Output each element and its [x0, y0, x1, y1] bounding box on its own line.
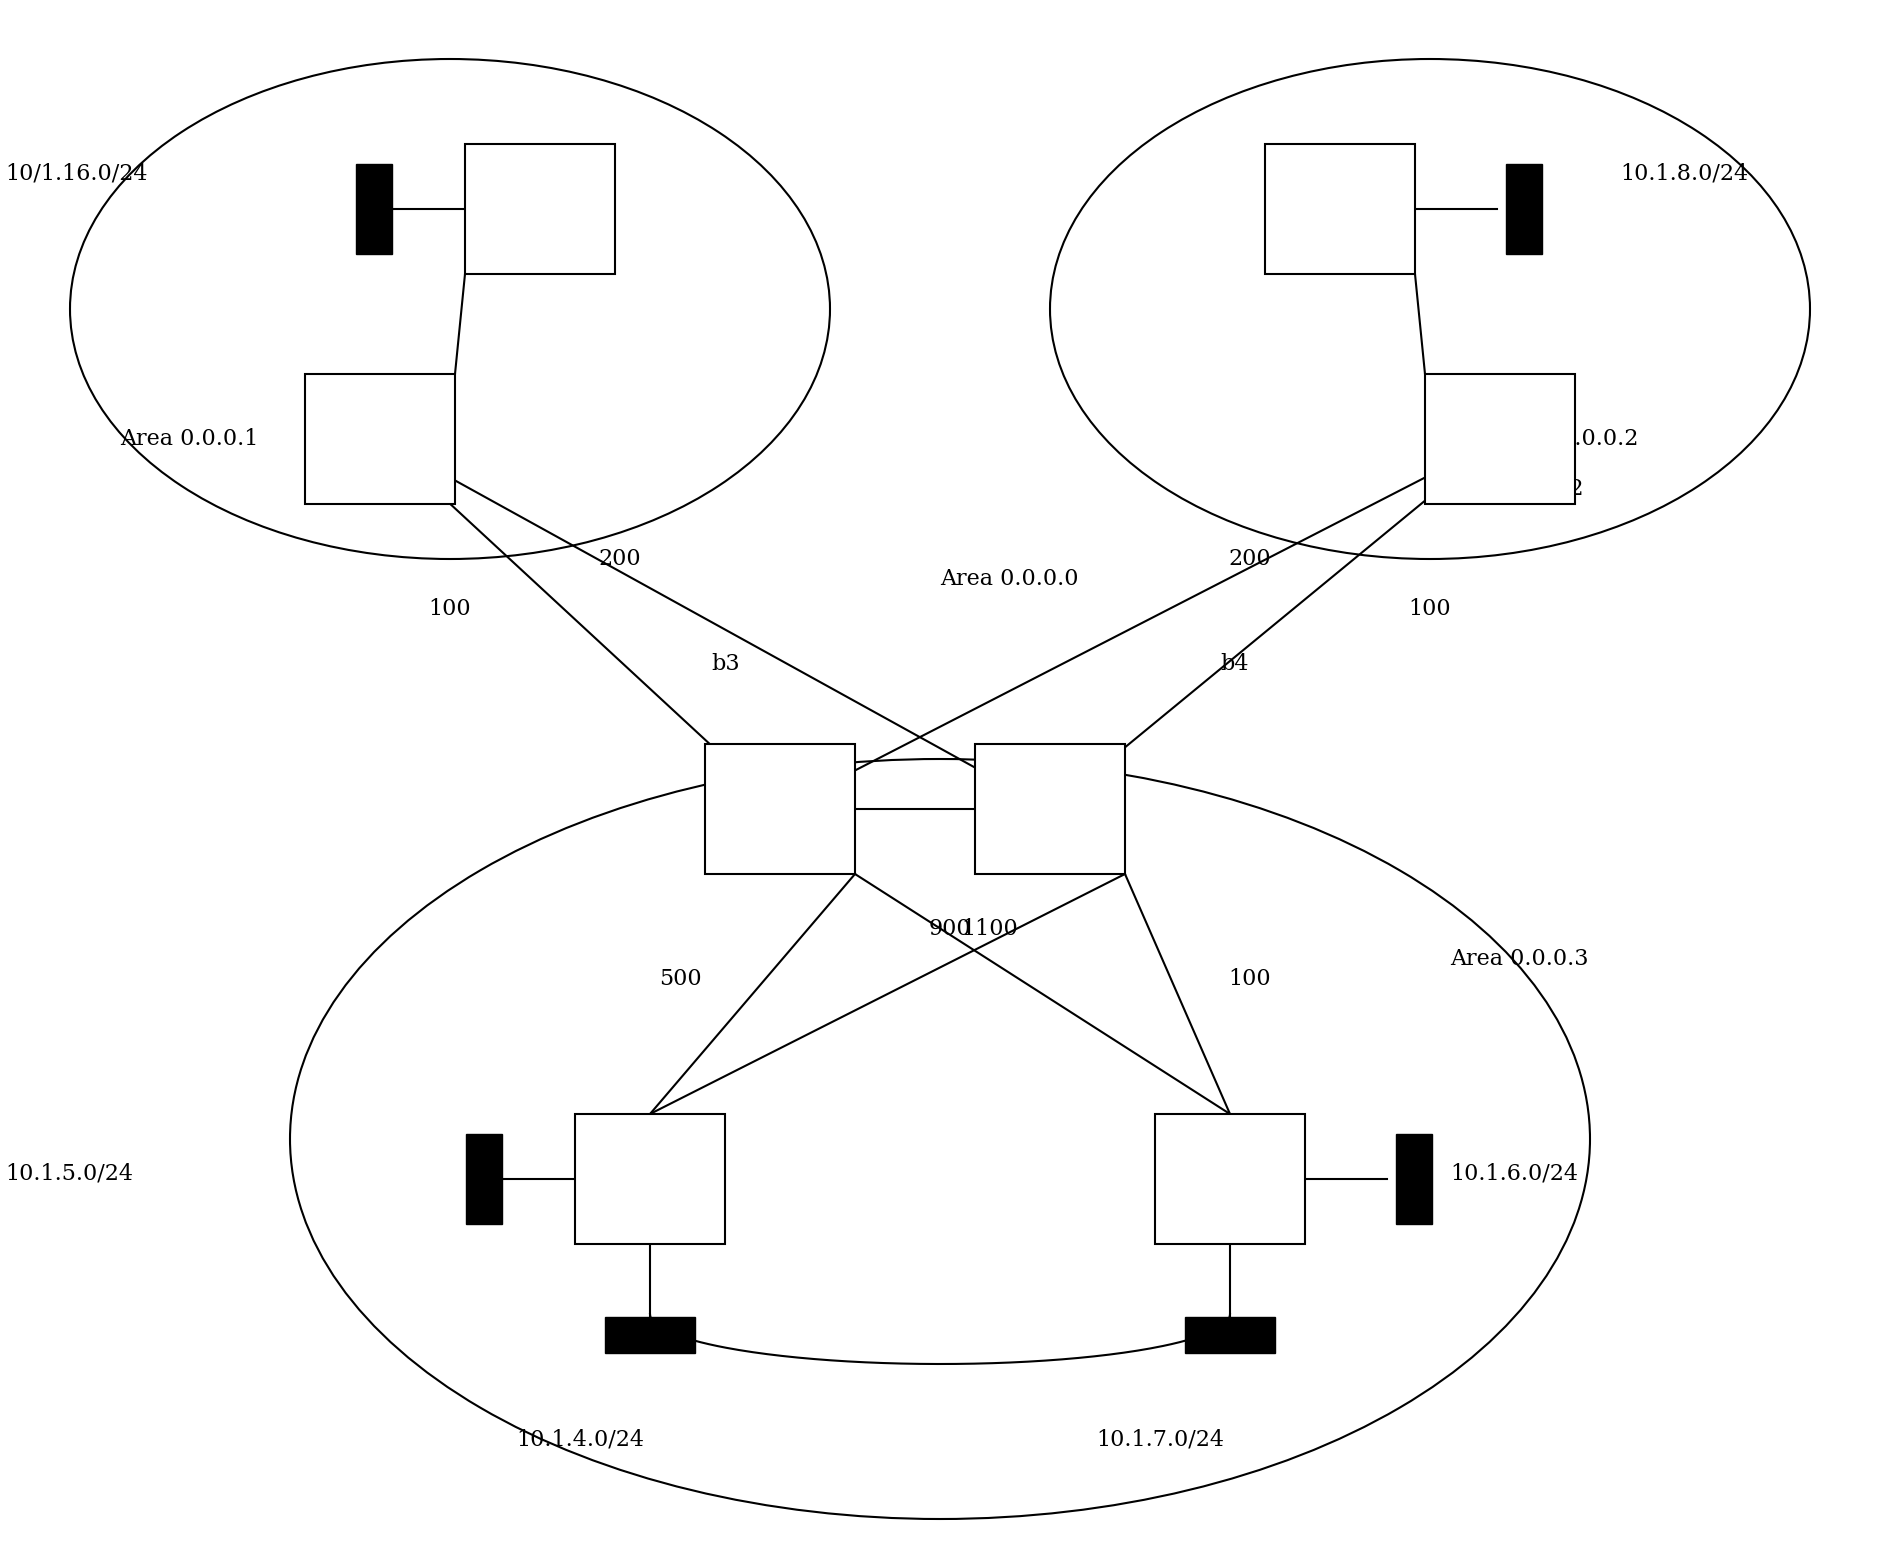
Text: 10.1.7.0/24: 10.1.7.0/24: [1095, 1428, 1223, 1450]
Bar: [975, 744, 1125, 875]
Text: 100: 100: [1408, 599, 1451, 620]
Text: b1: b1: [336, 479, 364, 500]
Text: 200: 200: [1229, 549, 1270, 571]
Text: 100: 100: [1229, 968, 1270, 990]
Text: Area 0.0.0.1: Area 0.0.0.1: [121, 429, 258, 451]
Text: 900: 900: [929, 918, 971, 940]
Text: 10.1.4.0/24: 10.1.4.0/24: [516, 1428, 645, 1450]
Text: 10.1.6.0/24: 10.1.6.0/24: [1450, 1163, 1578, 1185]
Text: b2: b2: [1555, 479, 1583, 500]
Bar: [356, 164, 392, 254]
Text: Area 0.0.0.2: Area 0.0.0.2: [1500, 429, 1638, 451]
Bar: [1156, 1115, 1304, 1244]
Bar: [466, 143, 615, 274]
Text: 200: 200: [599, 549, 641, 571]
Text: Area 0.0.0.3: Area 0.0.0.3: [1450, 948, 1589, 970]
Bar: [1265, 143, 1416, 274]
Text: Area 0.0.0.0: Area 0.0.0.0: [941, 567, 1078, 589]
Text: 10/1.16.0/24: 10/1.16.0/24: [6, 164, 147, 186]
Text: b3: b3: [711, 653, 741, 675]
Text: 500: 500: [658, 968, 701, 990]
Bar: [305, 374, 454, 504]
Bar: [1186, 1317, 1274, 1353]
Bar: [575, 1115, 726, 1244]
Bar: [1425, 374, 1576, 504]
Text: 100: 100: [428, 599, 471, 620]
Bar: [1506, 164, 1542, 254]
Text: 1100: 1100: [961, 918, 1018, 940]
Bar: [1397, 1133, 1433, 1224]
Bar: [605, 1317, 696, 1353]
Text: 10.1.5.0/24: 10.1.5.0/24: [6, 1163, 134, 1185]
Bar: [705, 744, 856, 875]
Bar: [466, 1133, 501, 1224]
Text: 10.1.8.0/24: 10.1.8.0/24: [1619, 164, 1747, 186]
Text: b4: b4: [1220, 653, 1248, 675]
